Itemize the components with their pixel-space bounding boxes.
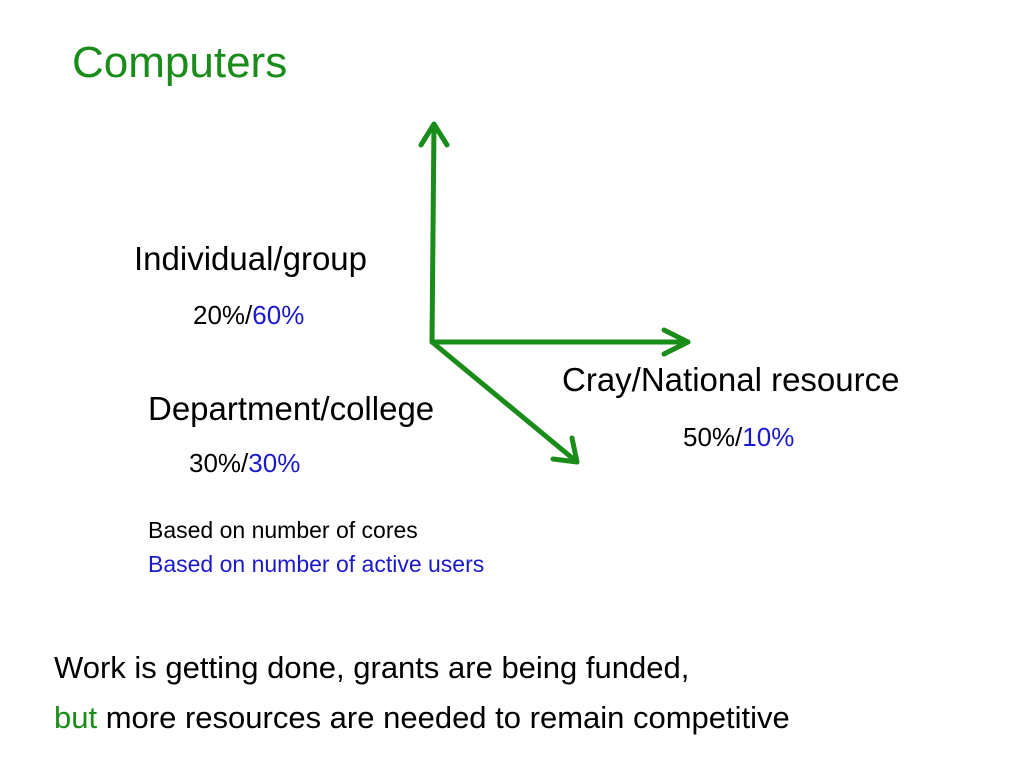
department-users-pct: 30% [248,448,301,478]
arrow-up [429,121,437,345]
node-national-values: 50%/10% [683,422,794,453]
arrow-diagonal [429,339,580,465]
individual-users-pct: 60% [252,300,305,330]
node-individual-values: 20%/60% [193,300,304,331]
footer-line-2-rest: more resources are needed to remain comp… [97,700,790,735]
node-national-label: Cray/National resource [562,361,900,398]
separator: / [735,422,743,452]
node-department-values: 30%/30% [189,448,300,479]
department-cores-pct: 30% [189,448,242,478]
node-individual-label: Individual/group [134,240,367,277]
page-title: Computers [72,38,288,87]
individual-cores-pct: 20% [193,300,246,330]
node-department-label: Department/college [148,390,435,427]
arrowhead-up [418,121,450,148]
separator: / [241,448,249,478]
legend-cores: Based on number of cores [148,517,418,543]
legend-users: Based on number of active users [148,551,485,577]
arrowhead-diagonal [550,435,580,465]
footer-line-1: Work is getting done, grants are being f… [54,650,690,685]
arrowhead-right [661,327,691,357]
footer-line-2: but more resources are needed to remain … [54,700,790,736]
national-users-pct: 10% [742,422,795,452]
footer-emphasis: but [54,700,98,735]
separator: / [245,300,253,330]
national-cores-pct: 50% [683,422,736,452]
